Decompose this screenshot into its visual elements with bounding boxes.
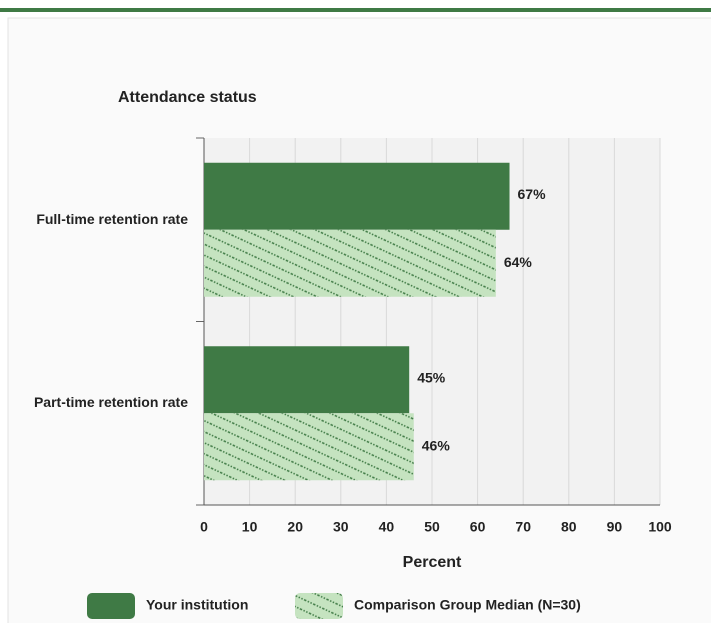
legend-swatch	[295, 593, 343, 619]
legend-swatch	[87, 593, 135, 619]
value-label: 45%	[417, 369, 446, 385]
top-bar	[0, 8, 711, 12]
bar	[204, 162, 510, 230]
x-tick-label: 90	[607, 519, 623, 535]
x-tick-label: 0	[200, 519, 208, 535]
x-tick-label: 100	[648, 519, 672, 535]
bar	[204, 346, 410, 414]
bar	[204, 229, 496, 297]
bar	[204, 413, 414, 481]
x-tick-label: 60	[470, 519, 486, 535]
y-tick-label: Full-time retention rate	[36, 210, 188, 227]
legend-label: Your institution	[146, 597, 248, 613]
x-tick-label: 50	[424, 519, 440, 535]
chart-title: Attendance status	[118, 89, 257, 106]
value-label: 67%	[518, 186, 547, 202]
x-tick-label: 40	[379, 519, 395, 535]
x-tick-label: 10	[242, 519, 258, 535]
legend-label: Comparison Group Median (N=30)	[354, 597, 581, 613]
x-tick-label: 30	[333, 519, 349, 535]
x-axis-label: Percent	[403, 554, 462, 571]
x-tick-label: 80	[561, 519, 577, 535]
value-label: 64%	[504, 254, 533, 270]
x-tick-label: 20	[287, 519, 303, 535]
y-tick-label: Part-time retention rate	[33, 394, 188, 411]
value-label: 46%	[422, 437, 451, 453]
x-tick-label: 70	[515, 519, 531, 535]
